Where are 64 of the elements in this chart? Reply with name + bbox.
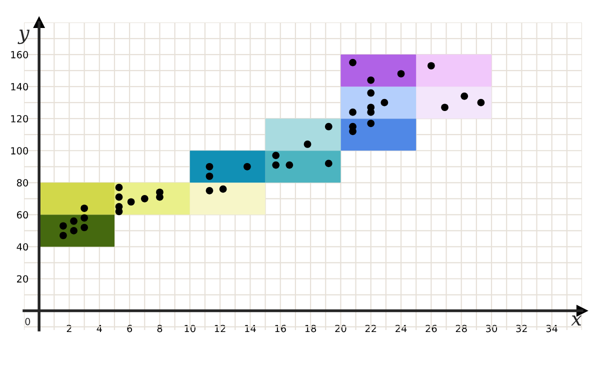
y-tick-label: 60	[16, 211, 28, 219]
point	[80, 224, 88, 232]
y-tick-label: 40	[16, 243, 28, 251]
point	[428, 62, 435, 70]
point	[367, 120, 375, 128]
x-tick-label: 22	[365, 324, 376, 332]
point	[80, 214, 88, 222]
bar	[340, 118, 416, 151]
point	[272, 152, 280, 160]
point	[70, 227, 78, 234]
point	[349, 58, 356, 66]
point	[115, 203, 123, 210]
point	[115, 184, 123, 192]
point	[219, 185, 227, 193]
point	[156, 188, 164, 196]
x-axis-title: x	[571, 315, 582, 326]
point	[324, 122, 332, 130]
point	[127, 198, 135, 206]
x-tick-label: 2	[66, 324, 72, 332]
point	[304, 140, 312, 148]
bar	[39, 182, 114, 215]
y-tick-label: 80	[16, 179, 28, 186]
point	[397, 70, 405, 78]
x-tick-label: 16	[275, 324, 286, 332]
bar	[340, 54, 416, 87]
bar	[190, 182, 266, 215]
point	[349, 108, 356, 116]
y-tick-label: 20	[17, 275, 28, 283]
point	[272, 161, 280, 169]
point	[206, 172, 214, 180]
annotation: 0	[25, 318, 30, 326]
point	[286, 161, 294, 169]
bar	[265, 118, 341, 151]
x-tick-label: 24	[396, 324, 407, 332]
point	[367, 76, 375, 84]
x-tick-label: 26	[426, 324, 437, 332]
bar	[416, 86, 492, 119]
point	[70, 217, 78, 225]
point	[206, 186, 214, 194]
y-tick-label: 120	[11, 115, 28, 122]
x-tick-label: 32	[516, 324, 527, 332]
point	[206, 162, 214, 170]
point	[477, 98, 485, 106]
x-tick-label: 6	[127, 324, 132, 332]
point	[60, 222, 67, 230]
point	[367, 89, 375, 97]
point	[244, 162, 251, 170]
point	[324, 160, 332, 168]
point	[140, 195, 148, 202]
y-tick-label: 100	[11, 147, 28, 154]
bar	[190, 150, 266, 183]
point	[115, 193, 123, 201]
point	[60, 232, 67, 240]
bar	[340, 86, 416, 119]
bar	[265, 150, 341, 183]
bar	[416, 54, 492, 87]
x-tick-label: 12	[214, 324, 226, 332]
y-tick-label: 140	[11, 83, 28, 90]
point	[80, 204, 88, 212]
point	[380, 98, 388, 106]
point	[460, 92, 468, 100]
y-tick-label: 160	[11, 51, 28, 58]
y-axis-title: y	[18, 30, 30, 44]
point	[441, 104, 448, 112]
